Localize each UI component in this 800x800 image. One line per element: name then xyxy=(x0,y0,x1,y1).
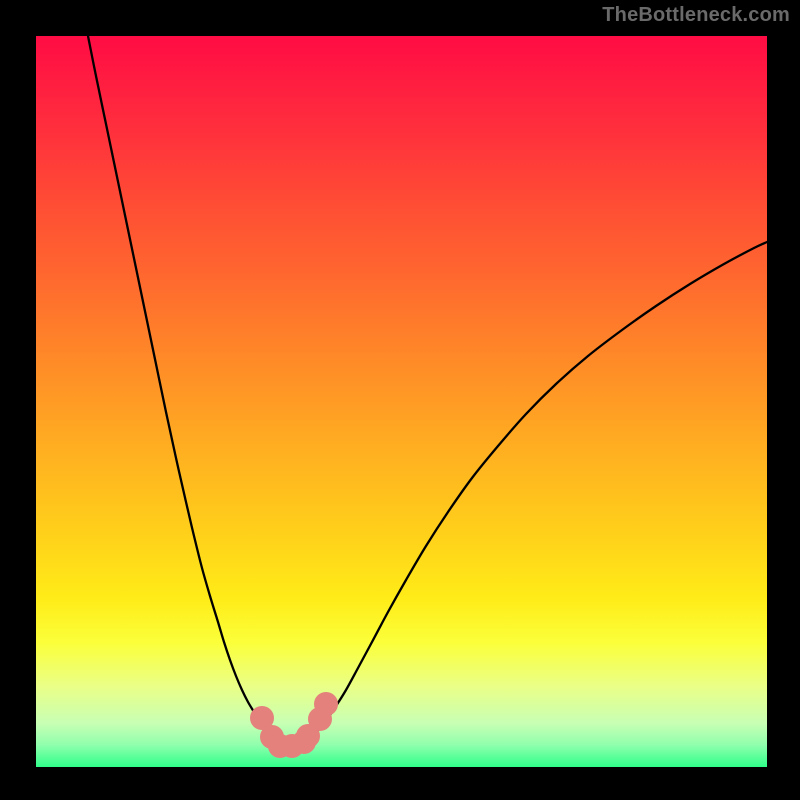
watermark-text: TheBottleneck.com xyxy=(602,4,790,27)
chart-stage: TheBottleneck.com xyxy=(0,0,800,800)
valley-marker-dot xyxy=(314,692,338,716)
dots-layer xyxy=(36,36,767,767)
